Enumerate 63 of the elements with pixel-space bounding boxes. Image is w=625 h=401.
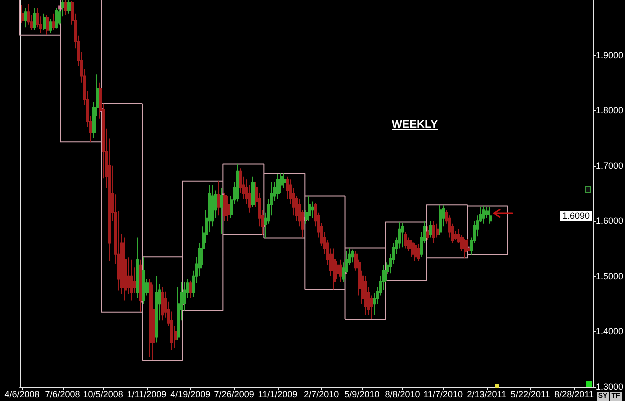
x-tick-label: 4/19/2009 bbox=[170, 390, 211, 400]
candlestick bbox=[223, 193, 227, 222]
candlestick bbox=[464, 238, 467, 259]
candlestick bbox=[189, 280, 192, 300]
y-tick-label: 1.6000 bbox=[596, 216, 624, 226]
candlestick bbox=[251, 176, 255, 208]
candlestick bbox=[139, 259, 142, 313]
x-tick-label: 2/13/2011 bbox=[467, 390, 507, 400]
y-tick-label: 1.5000 bbox=[596, 271, 624, 282]
candlestick bbox=[52, 13, 55, 31]
candlestick bbox=[64, 0, 67, 16]
candlestick bbox=[130, 259, 133, 302]
candlestick bbox=[24, 8, 27, 28]
candlestick bbox=[489, 206, 492, 224]
x-tick-label: 7/26/2009 bbox=[214, 390, 254, 400]
candlestick bbox=[55, 8, 58, 30]
candlestick bbox=[339, 259, 342, 282]
x-tick-label: 10/5/2008 bbox=[83, 390, 124, 400]
candlestick bbox=[227, 196, 230, 222]
candlestick bbox=[333, 248, 336, 290]
candlestick bbox=[414, 242, 417, 262]
x-tick-label: 1/11/2009 bbox=[127, 390, 167, 400]
x-tick-label: 4/6/2008 bbox=[4, 390, 40, 400]
x-tick-label: 2/7/2010 bbox=[304, 390, 340, 400]
y-tick-label: 1.7000 bbox=[596, 160, 624, 171]
candlestick bbox=[33, 8, 36, 31]
y-tick-label: 1.3000 bbox=[596, 382, 624, 392]
candlestick bbox=[404, 232, 407, 250]
x-tick-label: 7/6/2008 bbox=[45, 390, 80, 400]
candlestick bbox=[351, 249, 354, 264]
candlestick bbox=[217, 180, 220, 216]
candlestick bbox=[155, 276, 158, 344]
candlestick bbox=[67, 0, 71, 14]
candlestick bbox=[308, 196, 311, 222]
candlestick bbox=[161, 286, 164, 322]
candlestick bbox=[124, 237, 127, 302]
candlestick bbox=[401, 222, 404, 248]
candlestick bbox=[439, 204, 442, 236]
y-tick-label: 1.9000 bbox=[596, 50, 624, 60]
candlestick bbox=[432, 220, 435, 244]
candlestick bbox=[149, 278, 152, 358]
x-tick-label: 5/22/2011 bbox=[510, 390, 550, 400]
x-tick-label: 8/8/2010 bbox=[385, 390, 420, 400]
candlestick bbox=[43, 13, 46, 31]
candlestick bbox=[220, 187, 223, 235]
x-tick-label: 8/28/2011 bbox=[554, 390, 594, 400]
x-tick-label: 5/9/2010 bbox=[344, 390, 380, 400]
candlestick bbox=[236, 164, 239, 202]
y-tick-label: 1.8000 bbox=[596, 106, 624, 116]
candlestick bbox=[136, 237, 139, 300]
candlestick bbox=[482, 206, 485, 224]
x-tick-label: 11/1/2009 bbox=[258, 390, 298, 400]
x-tick-label: 11/7/2010 bbox=[424, 390, 463, 400]
annotation: 1.6090 bbox=[562, 211, 590, 222]
text: WEEKLY bbox=[392, 119, 438, 131]
candlestick bbox=[429, 220, 432, 238]
candlestick bbox=[276, 174, 280, 200]
candlestick bbox=[46, 14, 49, 36]
candlestick bbox=[417, 244, 420, 262]
y-tick-label: 1.4000 bbox=[596, 326, 624, 337]
candlestick bbox=[21, 5, 24, 24]
candlestick bbox=[49, 18, 52, 34]
candlestick bbox=[411, 240, 414, 258]
